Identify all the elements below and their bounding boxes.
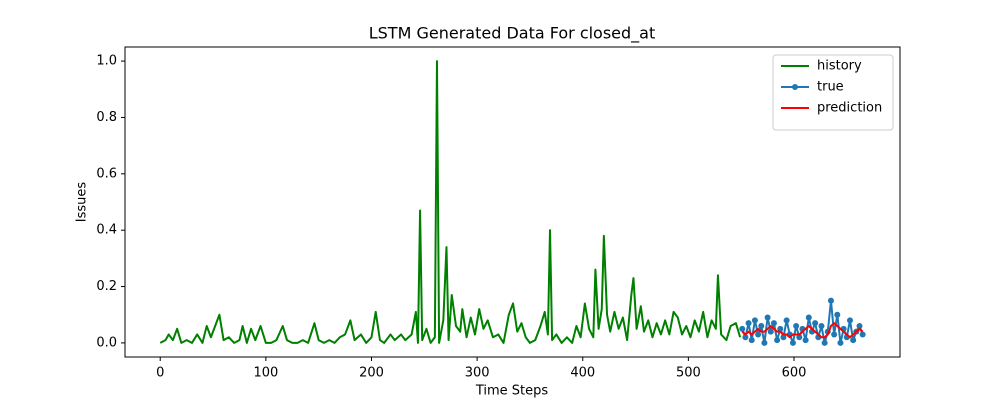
series-marker <box>802 337 809 344</box>
y-axis-label: Issues <box>75 182 90 223</box>
x-tick-label: 500 <box>676 366 701 381</box>
series-marker <box>827 297 834 304</box>
series-marker <box>789 339 796 346</box>
series-marker <box>780 334 787 341</box>
series-marker <box>774 337 781 344</box>
series-marker <box>821 339 828 346</box>
series-marker <box>742 334 749 341</box>
series-marker <box>850 337 857 344</box>
series-marker <box>748 337 755 344</box>
series-marker <box>793 323 800 329</box>
y-tick-label: 0.0 <box>96 335 117 350</box>
legend-label: true <box>817 80 844 95</box>
series-marker <box>758 323 765 329</box>
x-axis-label: Time Steps <box>475 384 549 399</box>
x-tick-label: 100 <box>253 366 278 381</box>
series-line <box>741 322 864 339</box>
x-tick-label: 400 <box>570 366 595 381</box>
y-tick-label: 0.8 <box>96 110 117 125</box>
legend-box <box>772 54 894 131</box>
legend-marker <box>792 84 798 90</box>
x-tick-label: 600 <box>782 366 807 381</box>
series-marker <box>767 328 774 335</box>
x-tick-label: 300 <box>465 366 490 381</box>
series-marker <box>805 314 812 321</box>
legend-label: history <box>817 59 862 74</box>
x-tick-label: 0 <box>156 366 164 381</box>
series-marker <box>764 314 771 321</box>
legend: history true prediction <box>772 54 894 131</box>
series-marker <box>856 323 863 329</box>
y-tick-label: 0.4 <box>96 223 117 238</box>
series-line <box>159 60 742 344</box>
series-marker <box>859 331 866 338</box>
series-marker <box>834 311 841 318</box>
series-marker <box>796 334 803 341</box>
y-tick-label: 0.6 <box>96 166 117 181</box>
y-tick-label: 1.0 <box>96 54 117 69</box>
plot-frame <box>124 46 901 358</box>
series-marker <box>777 325 784 332</box>
series-marker <box>739 325 746 332</box>
y-tick-label: 0.2 <box>96 279 117 294</box>
series-marker <box>770 320 777 327</box>
series-marker <box>751 317 758 324</box>
x-tick-label: 200 <box>359 366 384 381</box>
chart-title: LSTM Generated Data For closed_at <box>369 24 656 44</box>
series-marker <box>846 317 853 324</box>
series-marker <box>783 317 790 324</box>
series-marker <box>761 339 768 346</box>
series-marker <box>837 339 844 346</box>
series-marker <box>812 320 819 327</box>
series-marker <box>831 331 838 338</box>
legend-label: prediction <box>817 101 882 116</box>
series-marker <box>745 320 752 327</box>
series-marker <box>755 331 762 338</box>
series-marker <box>818 323 825 329</box>
